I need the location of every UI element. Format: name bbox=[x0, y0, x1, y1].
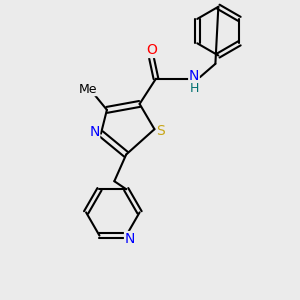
Text: N: N bbox=[89, 125, 100, 139]
Text: N: N bbox=[189, 69, 199, 83]
Text: S: S bbox=[157, 124, 165, 138]
Text: N: N bbox=[124, 232, 135, 246]
Text: Me: Me bbox=[78, 82, 97, 96]
Text: H: H bbox=[189, 82, 199, 95]
Text: O: O bbox=[146, 44, 157, 57]
